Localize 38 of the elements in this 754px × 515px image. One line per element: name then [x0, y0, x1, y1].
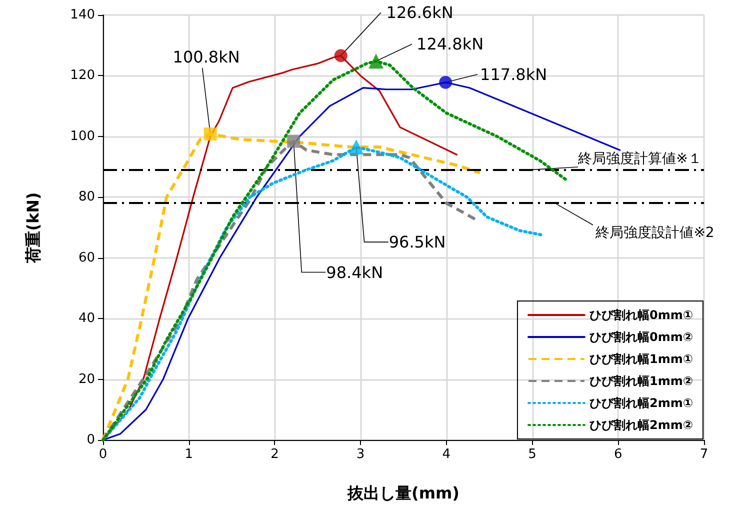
annotation: 98.4kN: [326, 262, 384, 282]
x-tick-label: 7: [700, 447, 708, 462]
y-tick-label: 40: [78, 311, 95, 326]
annotation: 124.8kN: [416, 34, 484, 54]
y-axis-title: 荷重(kN): [24, 192, 42, 264]
legend-label: ひび割れ幅2mm①: [589, 396, 694, 410]
point: [348, 140, 364, 155]
point: [204, 128, 217, 140]
y-tick-label: 60: [78, 250, 95, 266]
point: [334, 49, 348, 62]
x-tick-label: 4: [442, 447, 451, 462]
legend-label: ひび割れ幅0mm②: [589, 330, 694, 344]
x-tick-label: 6: [614, 447, 622, 462]
y-tick-label: 100: [70, 128, 95, 144]
annotation: 126.6kN: [386, 3, 454, 22]
point: [439, 76, 452, 89]
annotation: 96.5kN: [388, 232, 446, 252]
y-tick-label: 120: [70, 68, 95, 84]
x-tick-label: 3: [356, 447, 365, 462]
legend-label: ひび割れ幅2mm②: [589, 418, 694, 432]
x-tick-label: 5: [528, 447, 536, 462]
legend-label: ひび割れ幅0mm①: [589, 308, 694, 322]
y-tick-label: 0: [86, 432, 95, 448]
x-tick-label: 1: [184, 447, 193, 462]
legend-label: ひび割れ幅1mm②: [589, 374, 694, 388]
ref-line-label: 終局強度設計値※2: [594, 225, 714, 241]
x-tick-label: 2: [270, 447, 279, 462]
annotation: 117.8kN: [480, 64, 548, 84]
point: [287, 134, 300, 148]
annotation: 100.8kN: [172, 48, 240, 66]
y-tick-label: 140: [70, 8, 95, 22]
point: [368, 54, 384, 69]
x-tick-label: 0: [98, 447, 108, 462]
ref-line-label: 終局強度計算値※１: [577, 151, 702, 167]
legend-label: ひび割れ幅1mm①: [589, 352, 694, 366]
x-axis-title: 抜出し量(mm): [346, 484, 460, 502]
y-tick-label: 20: [78, 372, 95, 387]
y-tick-label: 80: [78, 190, 95, 205]
